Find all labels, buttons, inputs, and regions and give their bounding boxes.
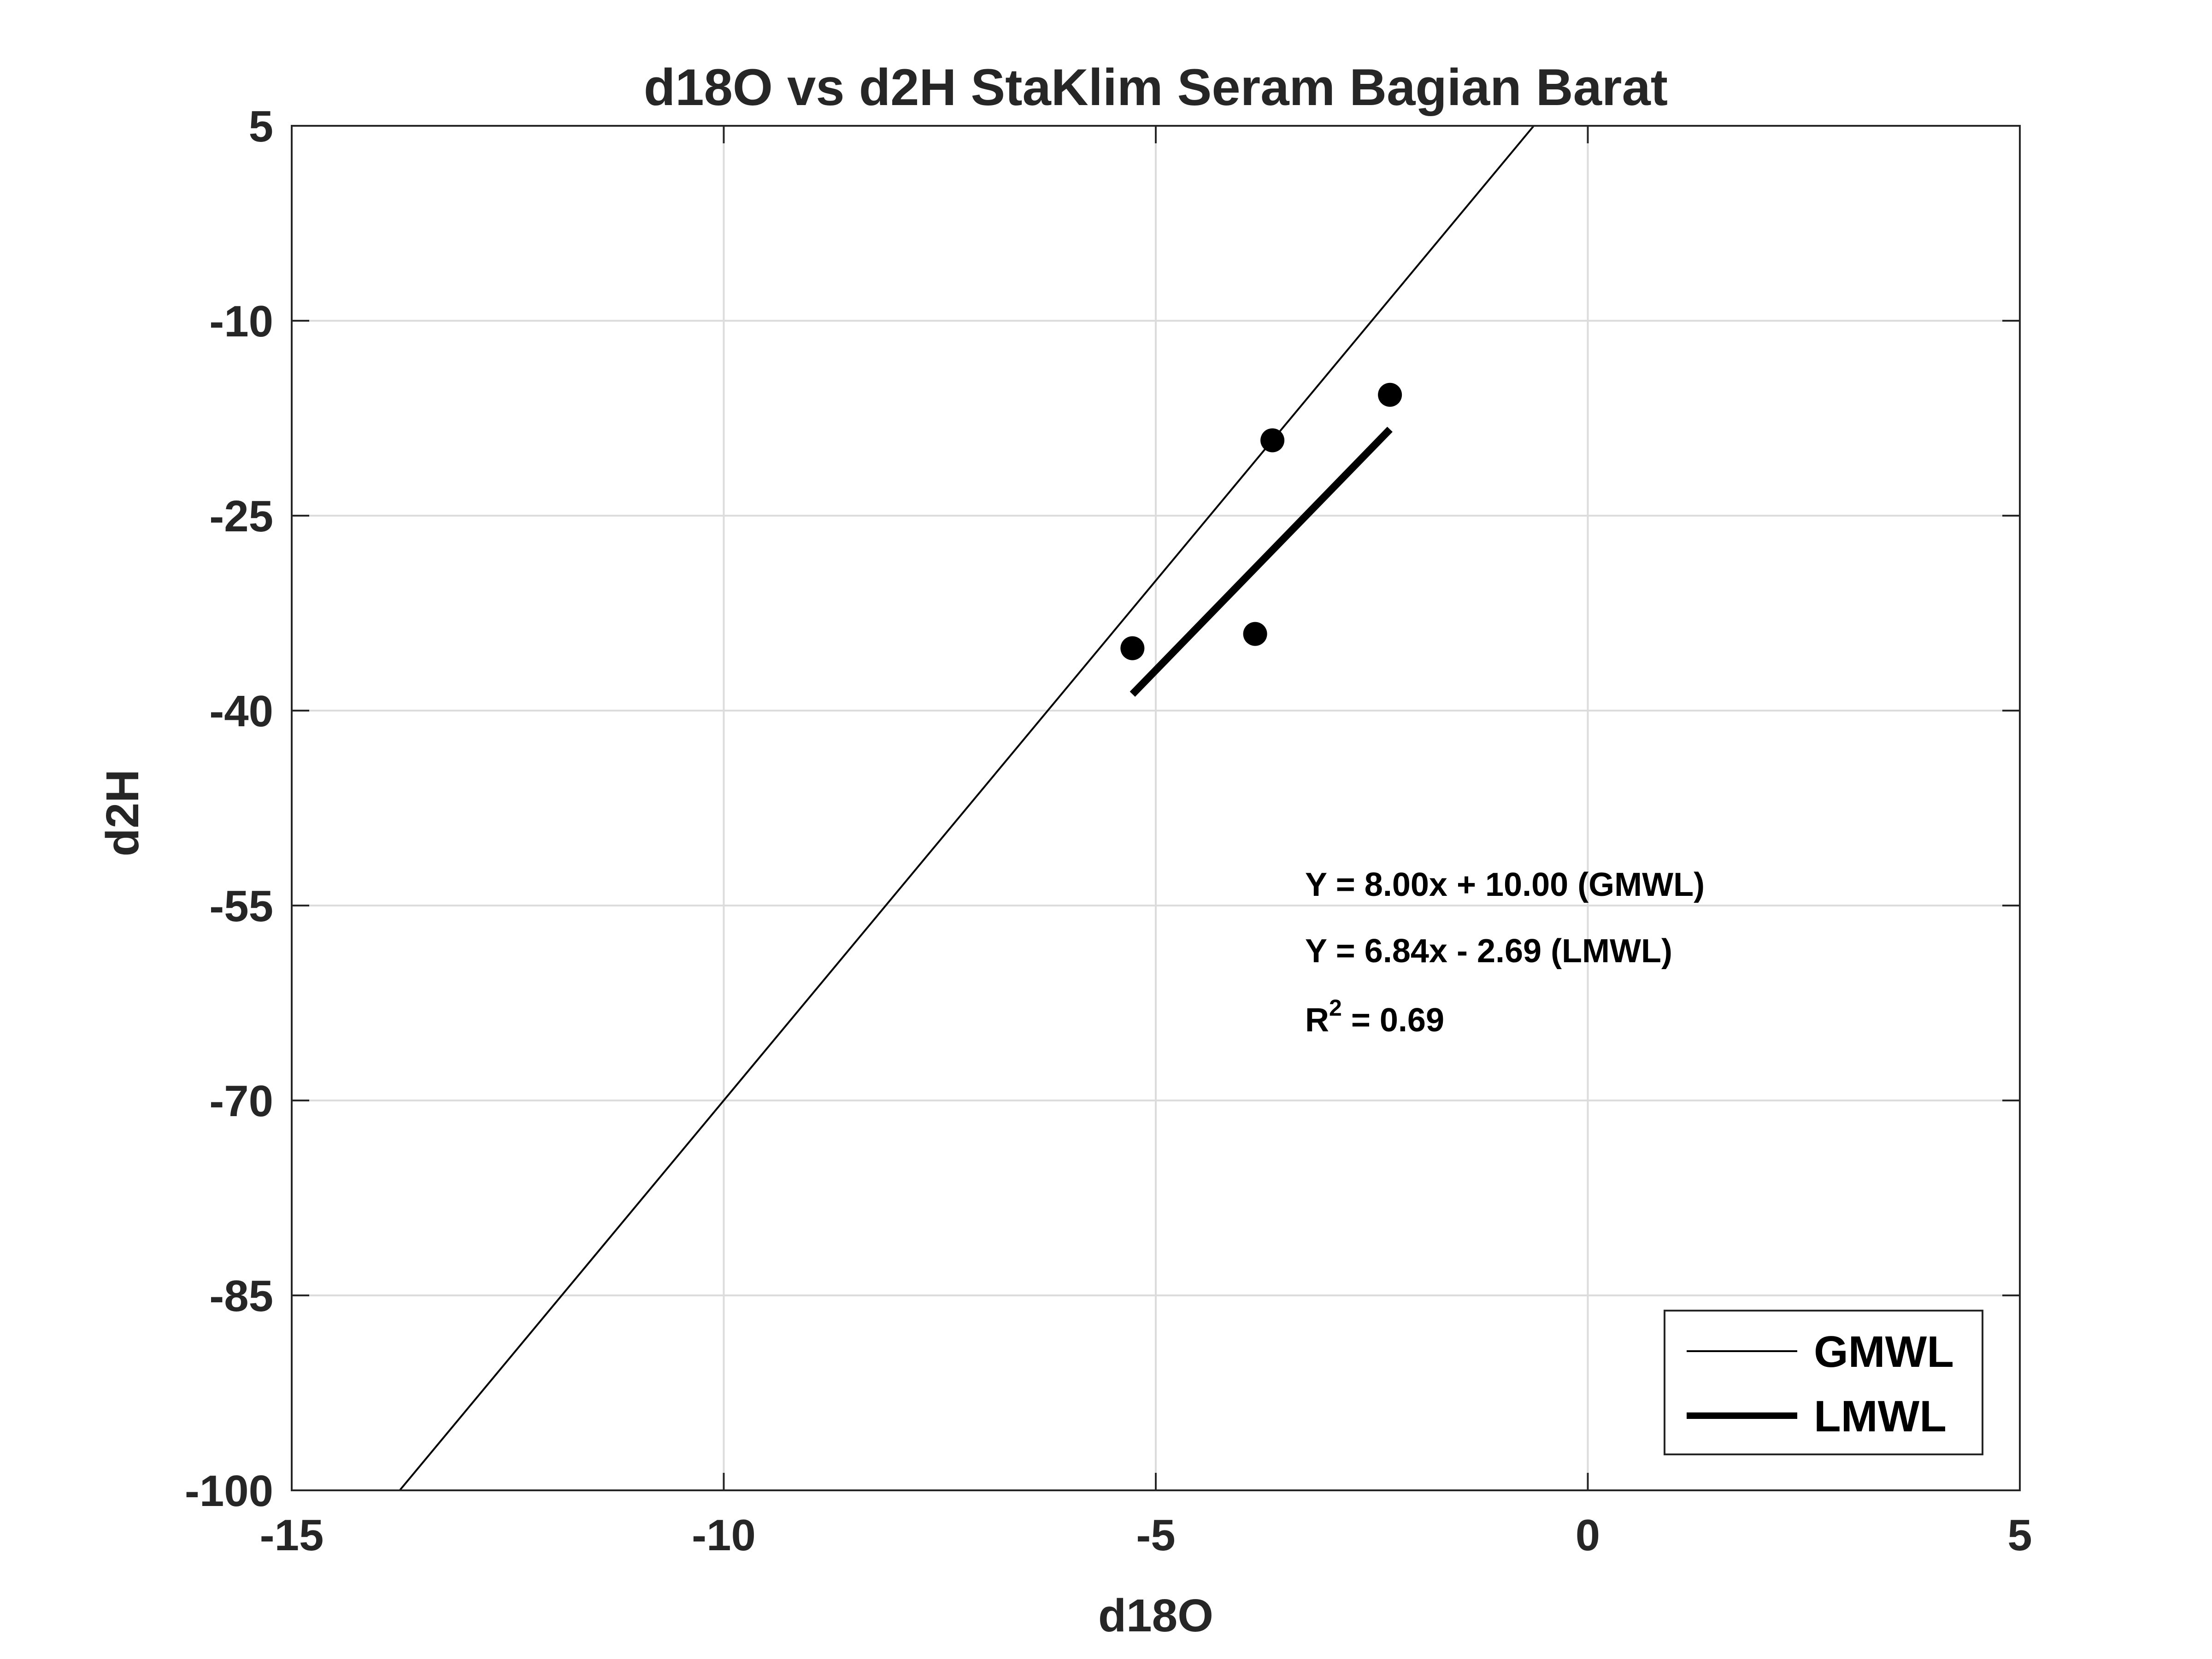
y-tick-label: -70 [209, 1077, 273, 1126]
gmwl-equation: Y = 8.00x + 10.00 (GMWL) [1305, 866, 1705, 903]
data-point [1120, 636, 1145, 660]
lmwl-equation: Y = 6.84x - 2.69 (LMWL) [1305, 933, 1672, 970]
r2-prefix: R [1305, 1002, 1329, 1039]
legend-label-gmwl: GMWL [1814, 1327, 1954, 1377]
y-tick-label: -10 [209, 297, 273, 346]
y-tick-label: -25 [209, 492, 273, 541]
x-axis-label: d18O [1098, 1590, 1213, 1641]
legend-label-lmwl: LMWL [1814, 1392, 1947, 1441]
chart-title: d18O vs d2H StaKlim Seram Bagian Barat [644, 59, 1668, 116]
x-tick-label: 5 [2007, 1511, 2032, 1560]
y-tick-label: -55 [209, 882, 273, 931]
x-tick-label: -15 [260, 1511, 324, 1560]
r2-value: = 0.69 [1342, 1002, 1444, 1039]
lmwl-line [1130, 426, 1393, 697]
y-tick-label: -40 [209, 687, 273, 736]
axis-ticks: -15 -10 -5 0 5 -100 -85 -70 -55 -40 -25 -10 5 [185, 102, 2032, 1560]
plot-area [399, 125, 1535, 1491]
data-point [1378, 382, 1402, 407]
equation-annotations: Y = 8.00x + 10.00 (GMWL) Y = 6.84x - 2.6… [1305, 866, 1705, 1039]
x-tick-label: -10 [692, 1511, 756, 1560]
r-squared-annotation: R2 = 0.69 [1305, 995, 1444, 1039]
grid [291, 125, 2021, 1491]
y-tick-label: -100 [185, 1466, 273, 1516]
r2-superscript: 2 [1329, 995, 1342, 1021]
x-tick-label: 0 [1576, 1511, 1600, 1560]
y-axis-label: d2H [97, 770, 148, 857]
legend: GMWL LMWL [1664, 1310, 1983, 1455]
x-tick-label: -5 [1136, 1511, 1175, 1560]
legend-box [1664, 1310, 1983, 1455]
y-tick-label: -85 [209, 1271, 273, 1321]
data-point [1243, 622, 1267, 646]
gmwl-line [399, 125, 1535, 1491]
data-point [1260, 428, 1285, 453]
y-tick-label: 5 [249, 102, 273, 151]
